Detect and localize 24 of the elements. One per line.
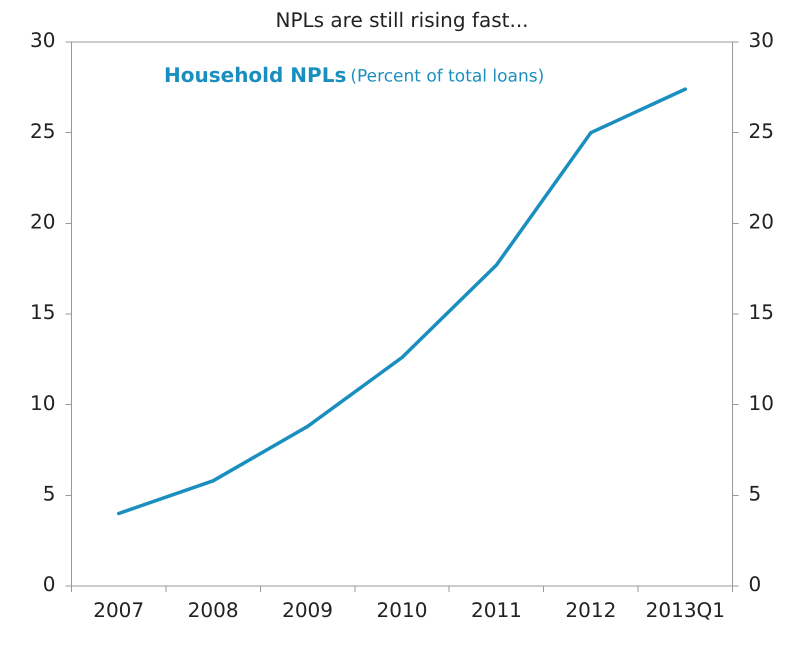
- x-tick-label: 2010: [376, 598, 428, 622]
- y-tick-label: 20: [30, 210, 56, 234]
- chart-title: NPLs are still rising fast...: [275, 8, 529, 32]
- y2-tick-label: 20: [748, 210, 774, 234]
- y-tick-label: 0: [42, 572, 56, 596]
- x-tick-label: 2009: [282, 598, 334, 622]
- annotation: (Percent of total loans): [350, 66, 544, 86]
- y-tick-label: 25: [30, 118, 56, 143]
- x-tick-label: 2011: [470, 598, 522, 622]
- y2-tick-label: 30: [748, 28, 774, 52]
- x-tick-label: 2012: [565, 598, 616, 622]
- y-tick-label: 15: [30, 300, 56, 324]
- y-tick-label: 10: [30, 390, 56, 415]
- x-tick-label: 2013Q1: [646, 598, 726, 622]
- y-tick-label: 5: [42, 482, 56, 506]
- y2-tick-label: 25: [748, 118, 774, 143]
- y2-tick-label: 10: [748, 390, 774, 415]
- x-tick-label: 2007: [93, 598, 144, 622]
- y2-tick-label: 5: [748, 482, 762, 506]
- y2-tick-label: 15: [748, 300, 774, 324]
- x-tick-label: 2008: [188, 598, 239, 622]
- y-tick-label: 30: [30, 28, 56, 52]
- text: Household NPLs: [164, 63, 346, 88]
- y2-tick-label: 0: [748, 572, 762, 596]
